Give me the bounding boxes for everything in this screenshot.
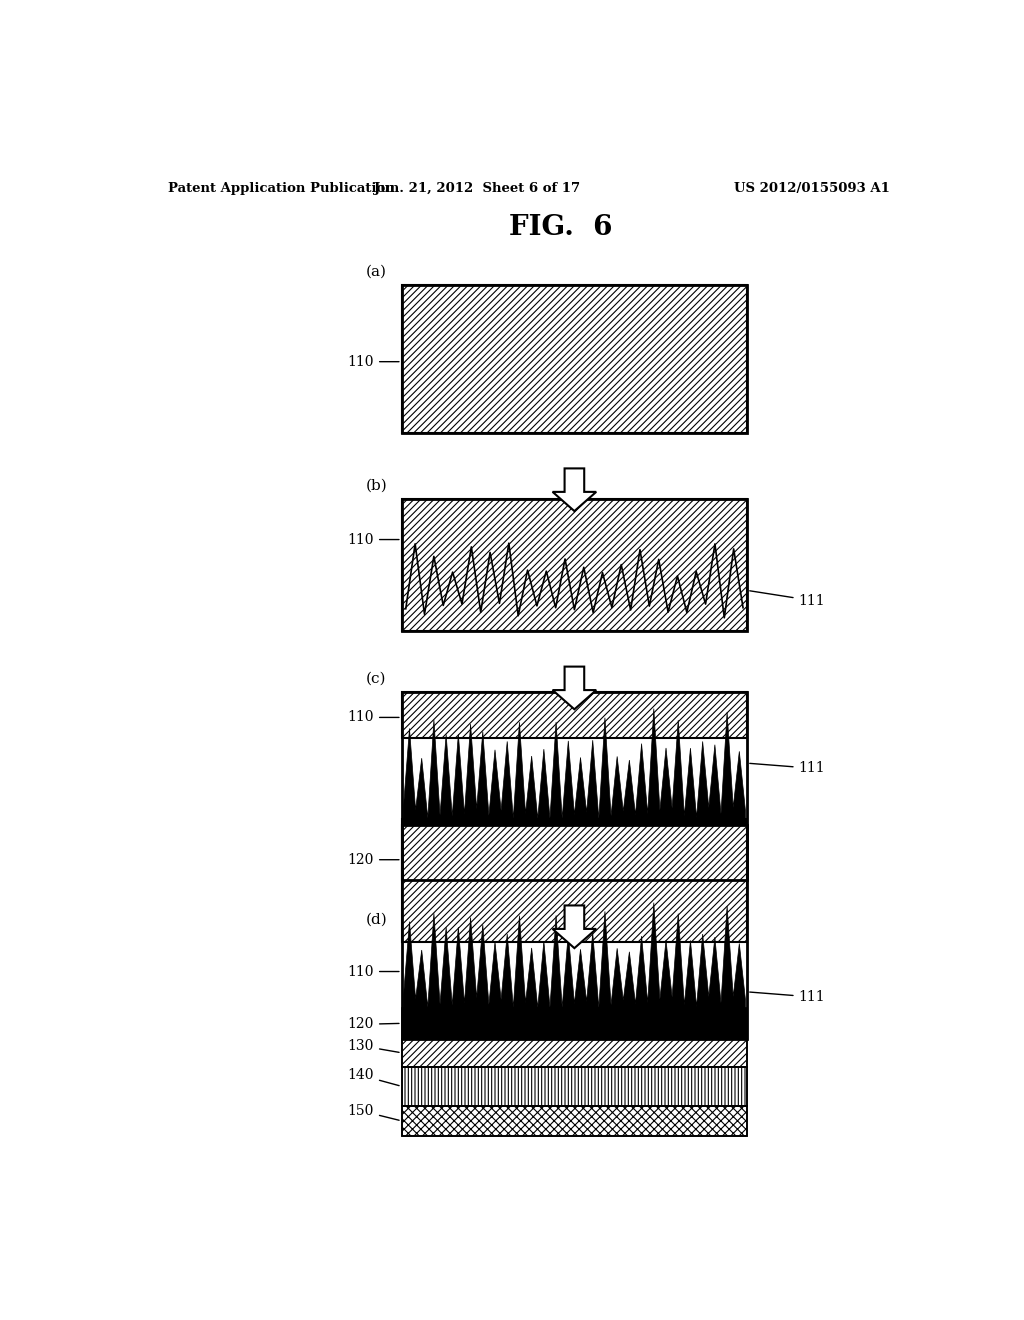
Text: (b): (b) (367, 479, 388, 492)
Polygon shape (403, 709, 745, 822)
Text: 150: 150 (347, 1104, 399, 1121)
Polygon shape (403, 903, 745, 1011)
Bar (401, 1039, 748, 1067)
Bar (401, 1067, 748, 1106)
Polygon shape (553, 906, 596, 948)
Bar (401, 285, 748, 433)
Text: 110: 110 (347, 965, 399, 978)
Text: 110: 110 (347, 532, 399, 546)
Text: 130: 130 (347, 1039, 399, 1053)
Text: 120: 120 (347, 853, 399, 867)
Bar (401, 1067, 748, 1106)
Bar (401, 1106, 748, 1137)
Text: 111: 111 (750, 591, 825, 607)
Text: 111: 111 (750, 762, 825, 775)
Bar (401, 818, 748, 880)
Text: 110: 110 (347, 710, 399, 725)
Text: FIG.  6: FIG. 6 (509, 214, 612, 242)
Text: 110: 110 (347, 355, 399, 368)
Bar (401, 692, 748, 880)
Text: 111: 111 (750, 990, 825, 1005)
Text: Jun. 21, 2012  Sheet 6 of 17: Jun. 21, 2012 Sheet 6 of 17 (374, 182, 581, 195)
Text: Patent Application Publication: Patent Application Publication (168, 182, 394, 195)
Text: (c): (c) (367, 672, 387, 685)
Bar (401, 285, 748, 433)
Polygon shape (553, 469, 596, 511)
Text: (d): (d) (367, 912, 388, 927)
Text: US 2012/0155093 A1: US 2012/0155093 A1 (734, 182, 890, 195)
Bar (401, 825, 748, 1039)
Text: (a): (a) (367, 265, 387, 279)
Polygon shape (553, 667, 596, 709)
Bar (401, 1039, 748, 1067)
Bar (401, 499, 748, 631)
Bar (401, 692, 748, 738)
Bar (401, 1106, 748, 1137)
Bar (401, 825, 748, 942)
Text: 120: 120 (347, 1018, 399, 1031)
Bar (401, 499, 748, 631)
Text: 140: 140 (347, 1068, 399, 1085)
Bar (401, 1008, 748, 1039)
